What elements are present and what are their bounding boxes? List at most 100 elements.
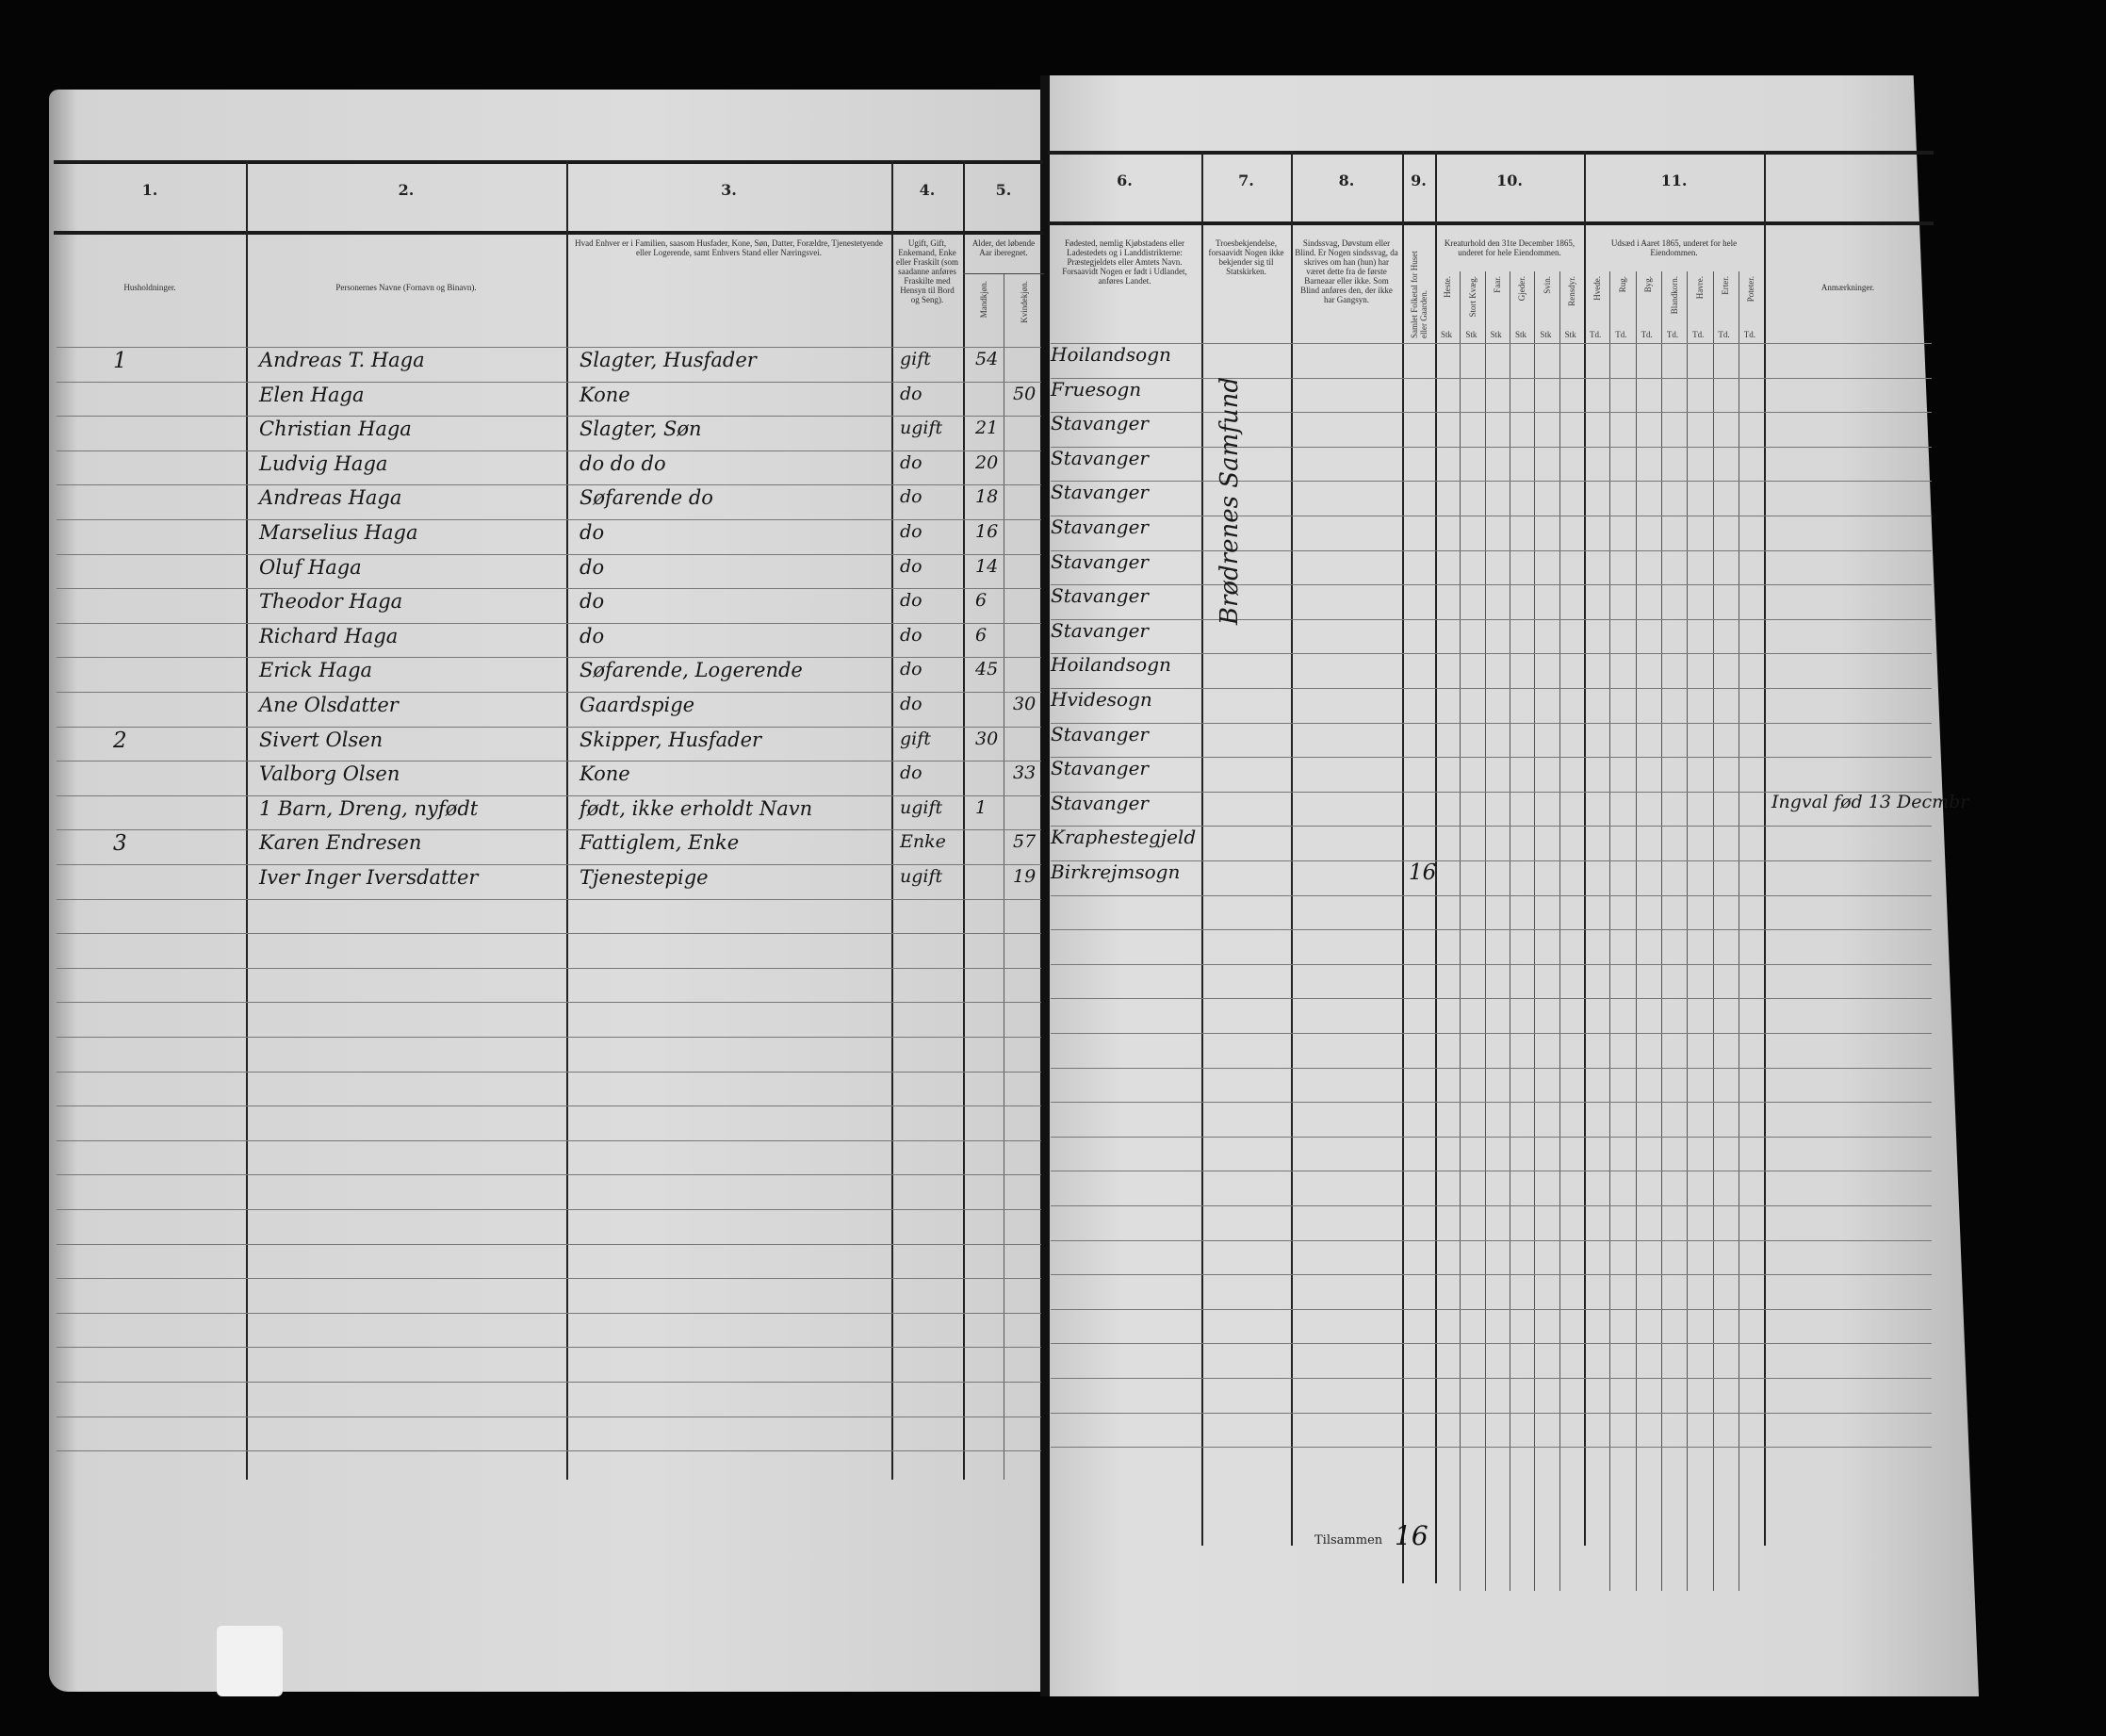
column-number: 8. <box>1338 172 1355 189</box>
cell-birthplace: Hvidesogn <box>1051 688 1152 711</box>
unit-label: Td. <box>1641 330 1653 339</box>
unit-label: Stk <box>1490 330 1502 339</box>
subcolumn-rule <box>1609 271 1611 1591</box>
row-rule <box>57 933 1041 935</box>
total-value: 16 <box>1395 1520 1428 1551</box>
subcolumn-title: Rug. <box>1617 276 1627 293</box>
row-rule <box>1051 584 1932 586</box>
column-title: Sindssvag, Døvstum eller Blind. Er Nogen… <box>1295 238 1398 304</box>
cell-position: født, ikke erholdt Navn <box>580 796 813 820</box>
cell-birthplace: Stavanger <box>1051 618 1149 642</box>
cell-age-f: 30 <box>1013 694 1037 714</box>
row-rule <box>57 347 1041 348</box>
cell-name: Ludvig Haga <box>259 451 388 475</box>
cell-birthplace: Hoilandsogn <box>1051 653 1171 677</box>
left-page <box>49 90 1046 1692</box>
cell-position: do <box>580 555 605 579</box>
cell-birthplace: Fruesogn <box>1051 377 1142 401</box>
row-rule <box>1051 653 1932 655</box>
cell-marital: do <box>900 383 922 404</box>
cell-name: Valborg Olsen <box>259 762 400 786</box>
cell-birthplace: Stavanger <box>1051 791 1149 814</box>
subcolumn-title: Blandkorn. <box>1669 276 1679 315</box>
book-spine <box>1040 75 1050 1696</box>
row-rule <box>57 1382 1041 1383</box>
column-number: 7. <box>1238 172 1254 189</box>
total-label: Tilsammen <box>1314 1533 1383 1548</box>
cell-name: Erick Haga <box>259 659 373 682</box>
subcolumn-title: Svin. <box>1542 276 1552 294</box>
column-rule <box>1435 151 1437 1583</box>
cell-position: Skipper, Husfader <box>580 728 762 751</box>
row-rule <box>57 726 1041 728</box>
cell-name: Karen Endresen <box>259 831 422 855</box>
cell-age-m: 16 <box>975 521 999 542</box>
header-top-rule <box>1048 151 1934 155</box>
cell-age-f: 50 <box>1013 383 1037 404</box>
column-number: 4. <box>919 181 936 199</box>
cell-age-m: 18 <box>975 486 999 508</box>
subcolumn-title: Kvindekjøn. <box>1019 281 1029 323</box>
column-number: 2. <box>398 181 415 199</box>
cell-marital: do <box>900 486 922 508</box>
subcolumn-title: Byg. <box>1643 276 1654 293</box>
cell-name: Andreas T. Haga <box>259 349 425 371</box>
cell-name: Elen Haga <box>259 383 365 406</box>
cell-birthplace: Hoilandsogn <box>1051 343 1171 366</box>
cell-name: Sivert Olsen <box>259 728 384 751</box>
cell-position: Søfarende do <box>580 486 713 510</box>
subcolumn-rule <box>1635 271 1637 1591</box>
header-rule <box>54 231 1043 235</box>
cell-birthplace: Stavanger <box>1051 722 1149 745</box>
row-rule <box>1051 826 1932 827</box>
row-rule <box>1051 1205 1932 1206</box>
unit-label: Td. <box>1743 330 1755 339</box>
row-rule <box>1051 343 1932 344</box>
row-rule <box>1051 481 1932 483</box>
subcolumn-title: Erter. <box>1721 276 1731 295</box>
subcolumn-title: Mandkjøn. <box>978 281 988 319</box>
cell-position: Kone <box>580 762 630 786</box>
column-title: Anmærkninger. <box>1820 283 1875 292</box>
column-rule <box>246 160 248 1480</box>
column-number: 9. <box>1411 172 1427 189</box>
cell-marital: do <box>900 521 922 542</box>
cell-total: 16 <box>1409 860 1437 885</box>
subheader-rule <box>963 273 1044 274</box>
cell-birthplace: Stavanger <box>1051 516 1149 538</box>
cell-household: 3 <box>113 831 127 857</box>
cell-age-m: 21 <box>975 418 999 439</box>
row-rule <box>57 450 1041 451</box>
cell-birthplace: Stavanger <box>1051 549 1149 573</box>
row-rule <box>57 692 1041 693</box>
unit-label: Td. <box>1692 330 1705 339</box>
row-rule <box>1051 1239 1932 1241</box>
subcolumn-rule <box>1460 271 1461 1591</box>
cell-position: do <box>580 624 605 647</box>
cell-marital: do <box>900 659 922 680</box>
column-number: 3. <box>721 181 737 199</box>
column-title: Personernes Navne (Fornavn og Binavn). <box>335 283 477 292</box>
row-rule <box>57 1002 1041 1004</box>
row-rule <box>1051 688 1932 689</box>
column-rule <box>1291 151 1293 1546</box>
row-rule <box>57 1071 1041 1073</box>
cell-age-f: 33 <box>1013 762 1037 784</box>
cell-age-m: 30 <box>975 728 999 749</box>
cell-age-f: 57 <box>1013 831 1037 853</box>
column-title: Troesbekjendelse, forsaavidt Nogen ikke … <box>1208 238 1284 276</box>
unit-label: Stk <box>1564 330 1576 339</box>
row-rule <box>57 794 1041 796</box>
cell-birthplace: Stavanger <box>1051 481 1149 504</box>
row-rule <box>57 1450 1041 1452</box>
column-number: 1. <box>141 181 158 199</box>
cell-birthplace: Stavanger <box>1051 412 1149 435</box>
cell-position: Søfarende, Logerende <box>580 659 803 682</box>
cell-marital: gift <box>900 728 931 749</box>
column-rule <box>1584 151 1586 1546</box>
column-rule <box>963 160 965 1480</box>
row-rule <box>1051 1102 1932 1104</box>
cell-marital: gift <box>900 349 931 369</box>
row-rule <box>57 1209 1041 1210</box>
cell-marital: do <box>900 762 922 784</box>
